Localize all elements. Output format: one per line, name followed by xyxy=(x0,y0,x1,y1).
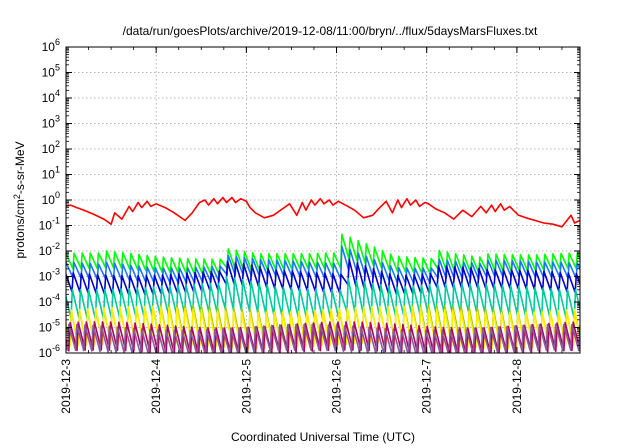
x-tick-label: 2019-12-3 xyxy=(59,359,73,414)
y-tick-label: 10-6 xyxy=(39,343,60,360)
chart-title: /data/run/goesPlots/archive/2019-12-08/1… xyxy=(123,24,538,38)
x-axis-label: Coordinated Universal Time (UTC) xyxy=(231,430,415,444)
y-tick-label: 102 xyxy=(42,139,60,156)
y-tick-label: 101 xyxy=(42,165,60,182)
series-layer xyxy=(66,196,580,353)
y-tick-label: 104 xyxy=(42,88,60,105)
y-tick-label: 10-2 xyxy=(39,241,60,258)
y-tick-label: 100 xyxy=(42,190,60,207)
y-axis-label: protons/cm2-s-sr-MeV xyxy=(12,141,27,258)
x-tick-label: 2019-12-7 xyxy=(420,359,434,414)
y-tick-label: 103 xyxy=(42,114,60,131)
y-tick-label: 105 xyxy=(42,63,60,80)
x-axis-ticks: 2019-12-3 2019-12-4 2019-12-5 2019-12-6 2019… xyxy=(59,47,563,414)
y-tick-label: 10-1 xyxy=(39,216,60,233)
series-line-1 xyxy=(66,196,580,228)
y-tick-label: 106 xyxy=(42,37,60,54)
y-tick-label: 10-4 xyxy=(39,292,60,309)
series-line-2 xyxy=(66,233,580,276)
x-tick-label: 2019-12-6 xyxy=(330,359,344,414)
series-line-9 xyxy=(66,323,580,353)
x-tick-label: 2019-12-8 xyxy=(510,359,524,414)
y-tick-label: 10-3 xyxy=(39,267,60,284)
x-tick-label: 2019-12-4 xyxy=(149,359,163,414)
y-tick-label: 10-5 xyxy=(39,318,60,335)
x-tick-label: 2019-12-5 xyxy=(239,359,253,414)
y-axis-ticks: 10-6 10-5 10-4 10-3 10-2 10-1 100 101 102 103 104 1… xyxy=(39,37,580,360)
